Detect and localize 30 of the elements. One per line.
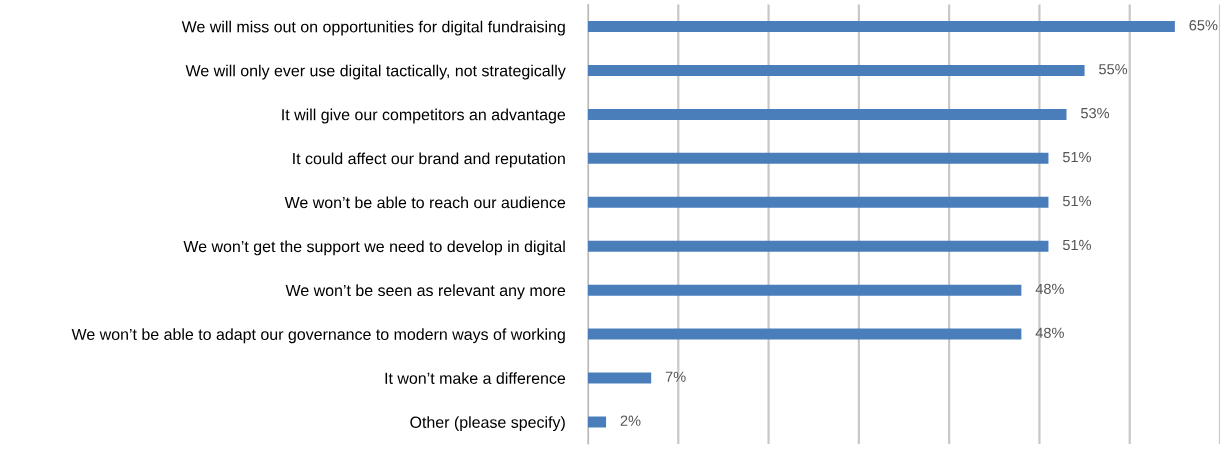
data-label: 51% xyxy=(1062,195,1092,207)
y-tick-label: It will give our competitors an advantage xyxy=(282,108,566,124)
data-label: 48% xyxy=(1035,327,1064,338)
y-tick-label: We won’t get the support we need to develop in digital xyxy=(183,240,565,256)
y-tick-label: We will miss out on opportunities for digital fundraising xyxy=(181,20,565,36)
y-tick-label: We won’t be able to reach our audience xyxy=(284,196,566,209)
bar xyxy=(588,416,607,428)
data-label: 48% xyxy=(1035,283,1064,295)
data-label: 53% xyxy=(1080,107,1110,119)
data-label: 2% xyxy=(620,415,641,426)
bar xyxy=(588,152,1049,164)
y-tick-label: We won’t be seen as relevant any more xyxy=(285,284,566,300)
y-tick-label: Other (please specify) xyxy=(410,416,565,432)
bar xyxy=(588,108,1067,120)
y-tick-label: It could affect our brand and reputation xyxy=(293,152,565,168)
bar xyxy=(588,240,1049,252)
bar xyxy=(588,21,1175,32)
data-label: 51% xyxy=(1062,151,1092,163)
y-tick-label: It won’t make a difference xyxy=(385,372,566,384)
bar xyxy=(588,372,652,384)
bar xyxy=(588,284,1022,296)
data-label: 51% xyxy=(1062,239,1092,251)
y-tick-label: We will only ever use digital tactically, not strategically xyxy=(185,64,566,80)
data-label: 7% xyxy=(665,371,686,382)
bar xyxy=(588,328,1022,340)
bar xyxy=(588,196,1049,208)
y-tick-label: We won’t be able to adapt our governance to modern ways of working xyxy=(71,328,565,344)
data-label: 65% xyxy=(1189,20,1218,31)
data-label: 55% xyxy=(1099,64,1128,75)
bar xyxy=(588,64,1085,76)
